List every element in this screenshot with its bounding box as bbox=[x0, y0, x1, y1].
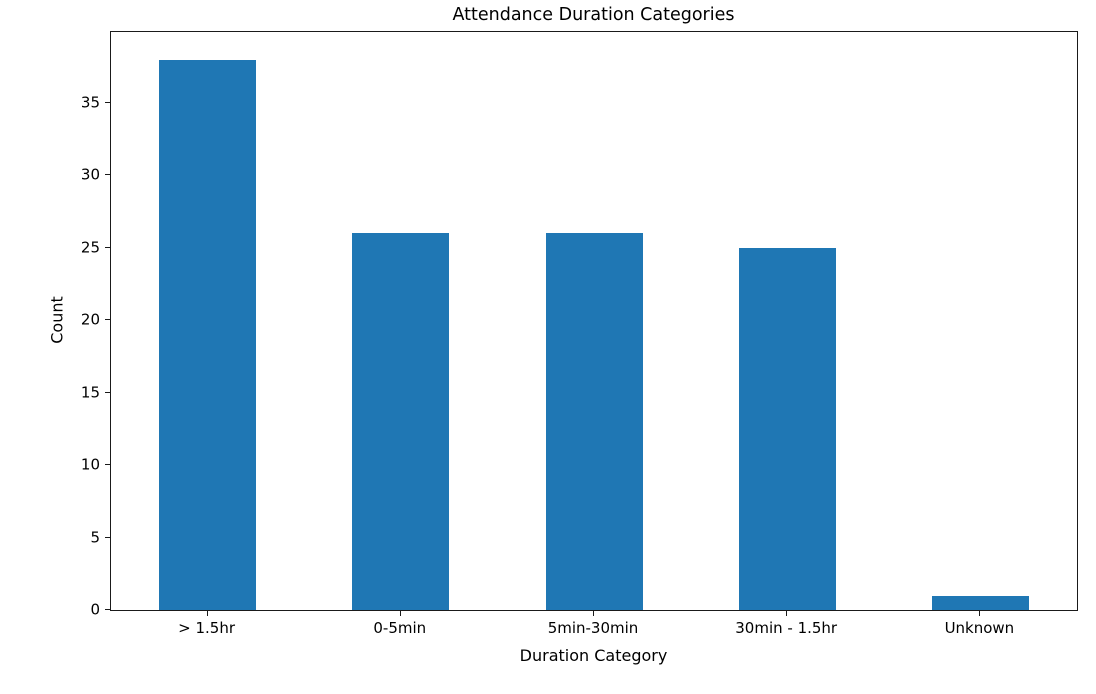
x-tick-mark bbox=[786, 611, 788, 616]
y-tick-label: 30 bbox=[80, 165, 100, 184]
y-tick-mark bbox=[105, 536, 110, 538]
x-tick-label: 5min-30min bbox=[547, 619, 639, 637]
chart-title: Attendance Duration Categories bbox=[452, 5, 735, 25]
bar-5min-30min bbox=[545, 233, 643, 610]
x-tick-mark bbox=[399, 611, 401, 616]
y-tick-label: 0 bbox=[90, 600, 100, 619]
x-tick-mark bbox=[593, 611, 594, 616]
x-tick-label: 0-5min bbox=[373, 619, 427, 637]
x-tick-label: 30min - 1.5hr bbox=[735, 619, 838, 637]
y-tick-mark bbox=[105, 174, 110, 176]
y-tick-label: 15 bbox=[80, 383, 100, 402]
x-tick-label: > 1.5hr bbox=[178, 619, 236, 637]
y-tick-mark bbox=[105, 246, 110, 248]
y-tick-label: 5 bbox=[90, 528, 100, 547]
bar-Unknown bbox=[931, 595, 1029, 610]
plot-area bbox=[110, 31, 1078, 611]
y-tick-mark bbox=[105, 101, 110, 103]
y-tick-label: 20 bbox=[80, 310, 100, 329]
x-tick-label: Unknown bbox=[944, 619, 1015, 637]
y-tick-mark bbox=[105, 464, 110, 466]
y-tick-label: 25 bbox=[80, 238, 100, 257]
bar-0-5min bbox=[352, 233, 450, 610]
bar-> 1.5hr bbox=[159, 59, 257, 610]
y-tick-mark bbox=[105, 609, 110, 610]
x-axis-label: Duration Category bbox=[519, 646, 668, 665]
bar-30min - 1.5hr bbox=[738, 247, 836, 610]
y-tick-mark bbox=[105, 391, 110, 393]
x-tick-mark bbox=[979, 611, 981, 616]
y-tick-mark bbox=[105, 319, 110, 321]
y-tick-label: 10 bbox=[80, 455, 100, 474]
y-tick-label: 35 bbox=[80, 93, 100, 112]
x-tick-mark bbox=[206, 611, 208, 616]
